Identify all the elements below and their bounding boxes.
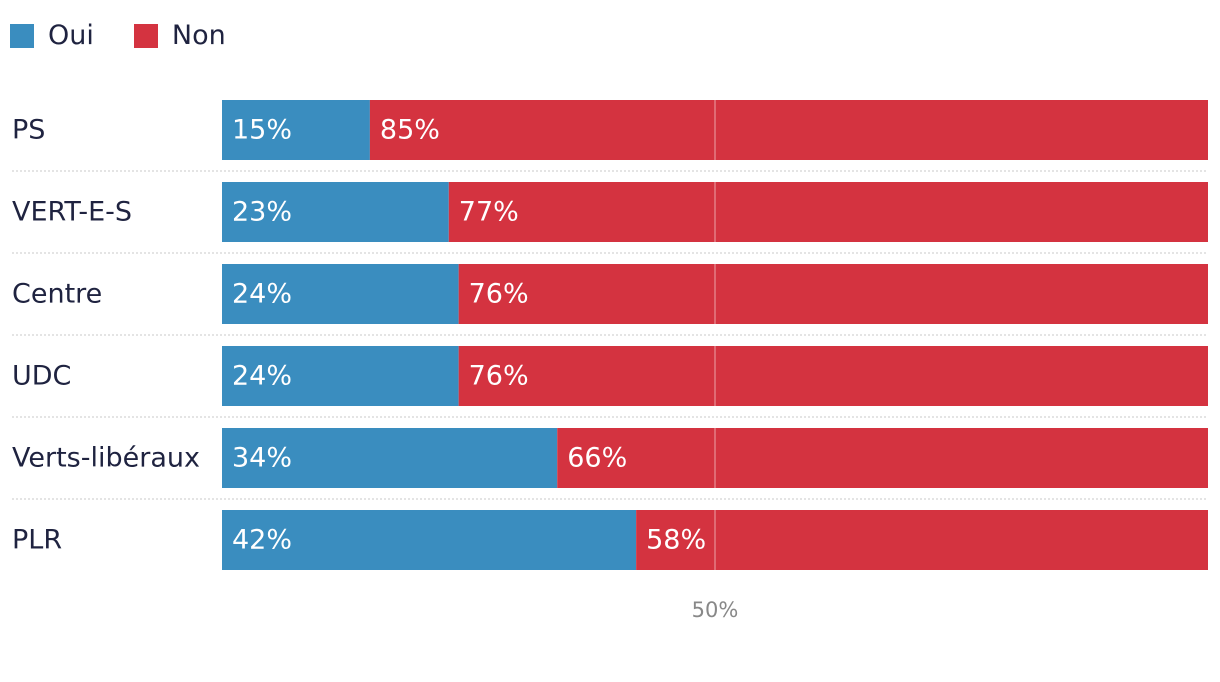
bar-segment-oui (222, 182, 449, 242)
bar-segment-non (458, 264, 1208, 324)
bar-value-label-non: 85% (380, 115, 440, 146)
legend-label-oui: Oui (48, 20, 94, 51)
legend: Oui Non (10, 18, 266, 54)
bar-value-label-oui: 34% (232, 443, 292, 474)
bar-segment-non (458, 346, 1208, 406)
bar-value-label-oui: 15% (232, 115, 292, 146)
bar-segment-non (557, 428, 1208, 488)
row-label: Verts-libéraux (12, 443, 200, 474)
bar-segment-oui (222, 264, 459, 324)
legend-swatch-non (133, 24, 158, 48)
bar-value-label-oui: 23% (232, 197, 292, 228)
legend-item-non: Non (133, 18, 226, 54)
bar-value-label-oui: 24% (232, 361, 292, 392)
bar-segment-oui (222, 100, 370, 160)
bar-segment-oui (222, 346, 459, 406)
row-label: PS (12, 115, 45, 146)
bar-value-label-non: 76% (469, 279, 529, 310)
bar-value-label-non: 76% (469, 361, 529, 392)
bar-segment-non (636, 510, 1208, 570)
bar-segment-oui (222, 510, 637, 570)
bar-value-label-non: 58% (646, 525, 706, 556)
bar-segment-non (448, 182, 1208, 242)
legend-label-non: Non (171, 20, 226, 51)
legend-item-oui: Oui (10, 18, 94, 54)
bar-value-label-oui: 42% (232, 525, 292, 556)
bar-segment-oui (222, 428, 558, 488)
bar-value-label-oui: 24% (232, 279, 292, 310)
reference-line-label: 50% (692, 598, 739, 622)
row-label: VERT-E-S (12, 197, 132, 228)
legend-swatch-oui (10, 24, 34, 48)
bar-value-label-non: 77% (459, 197, 519, 228)
bar-segment-non (369, 100, 1208, 160)
bar-value-label-non: 66% (567, 443, 627, 474)
row-label: PLR (12, 525, 62, 556)
row-label: Centre (12, 279, 102, 310)
row-label: UDC (12, 361, 71, 392)
